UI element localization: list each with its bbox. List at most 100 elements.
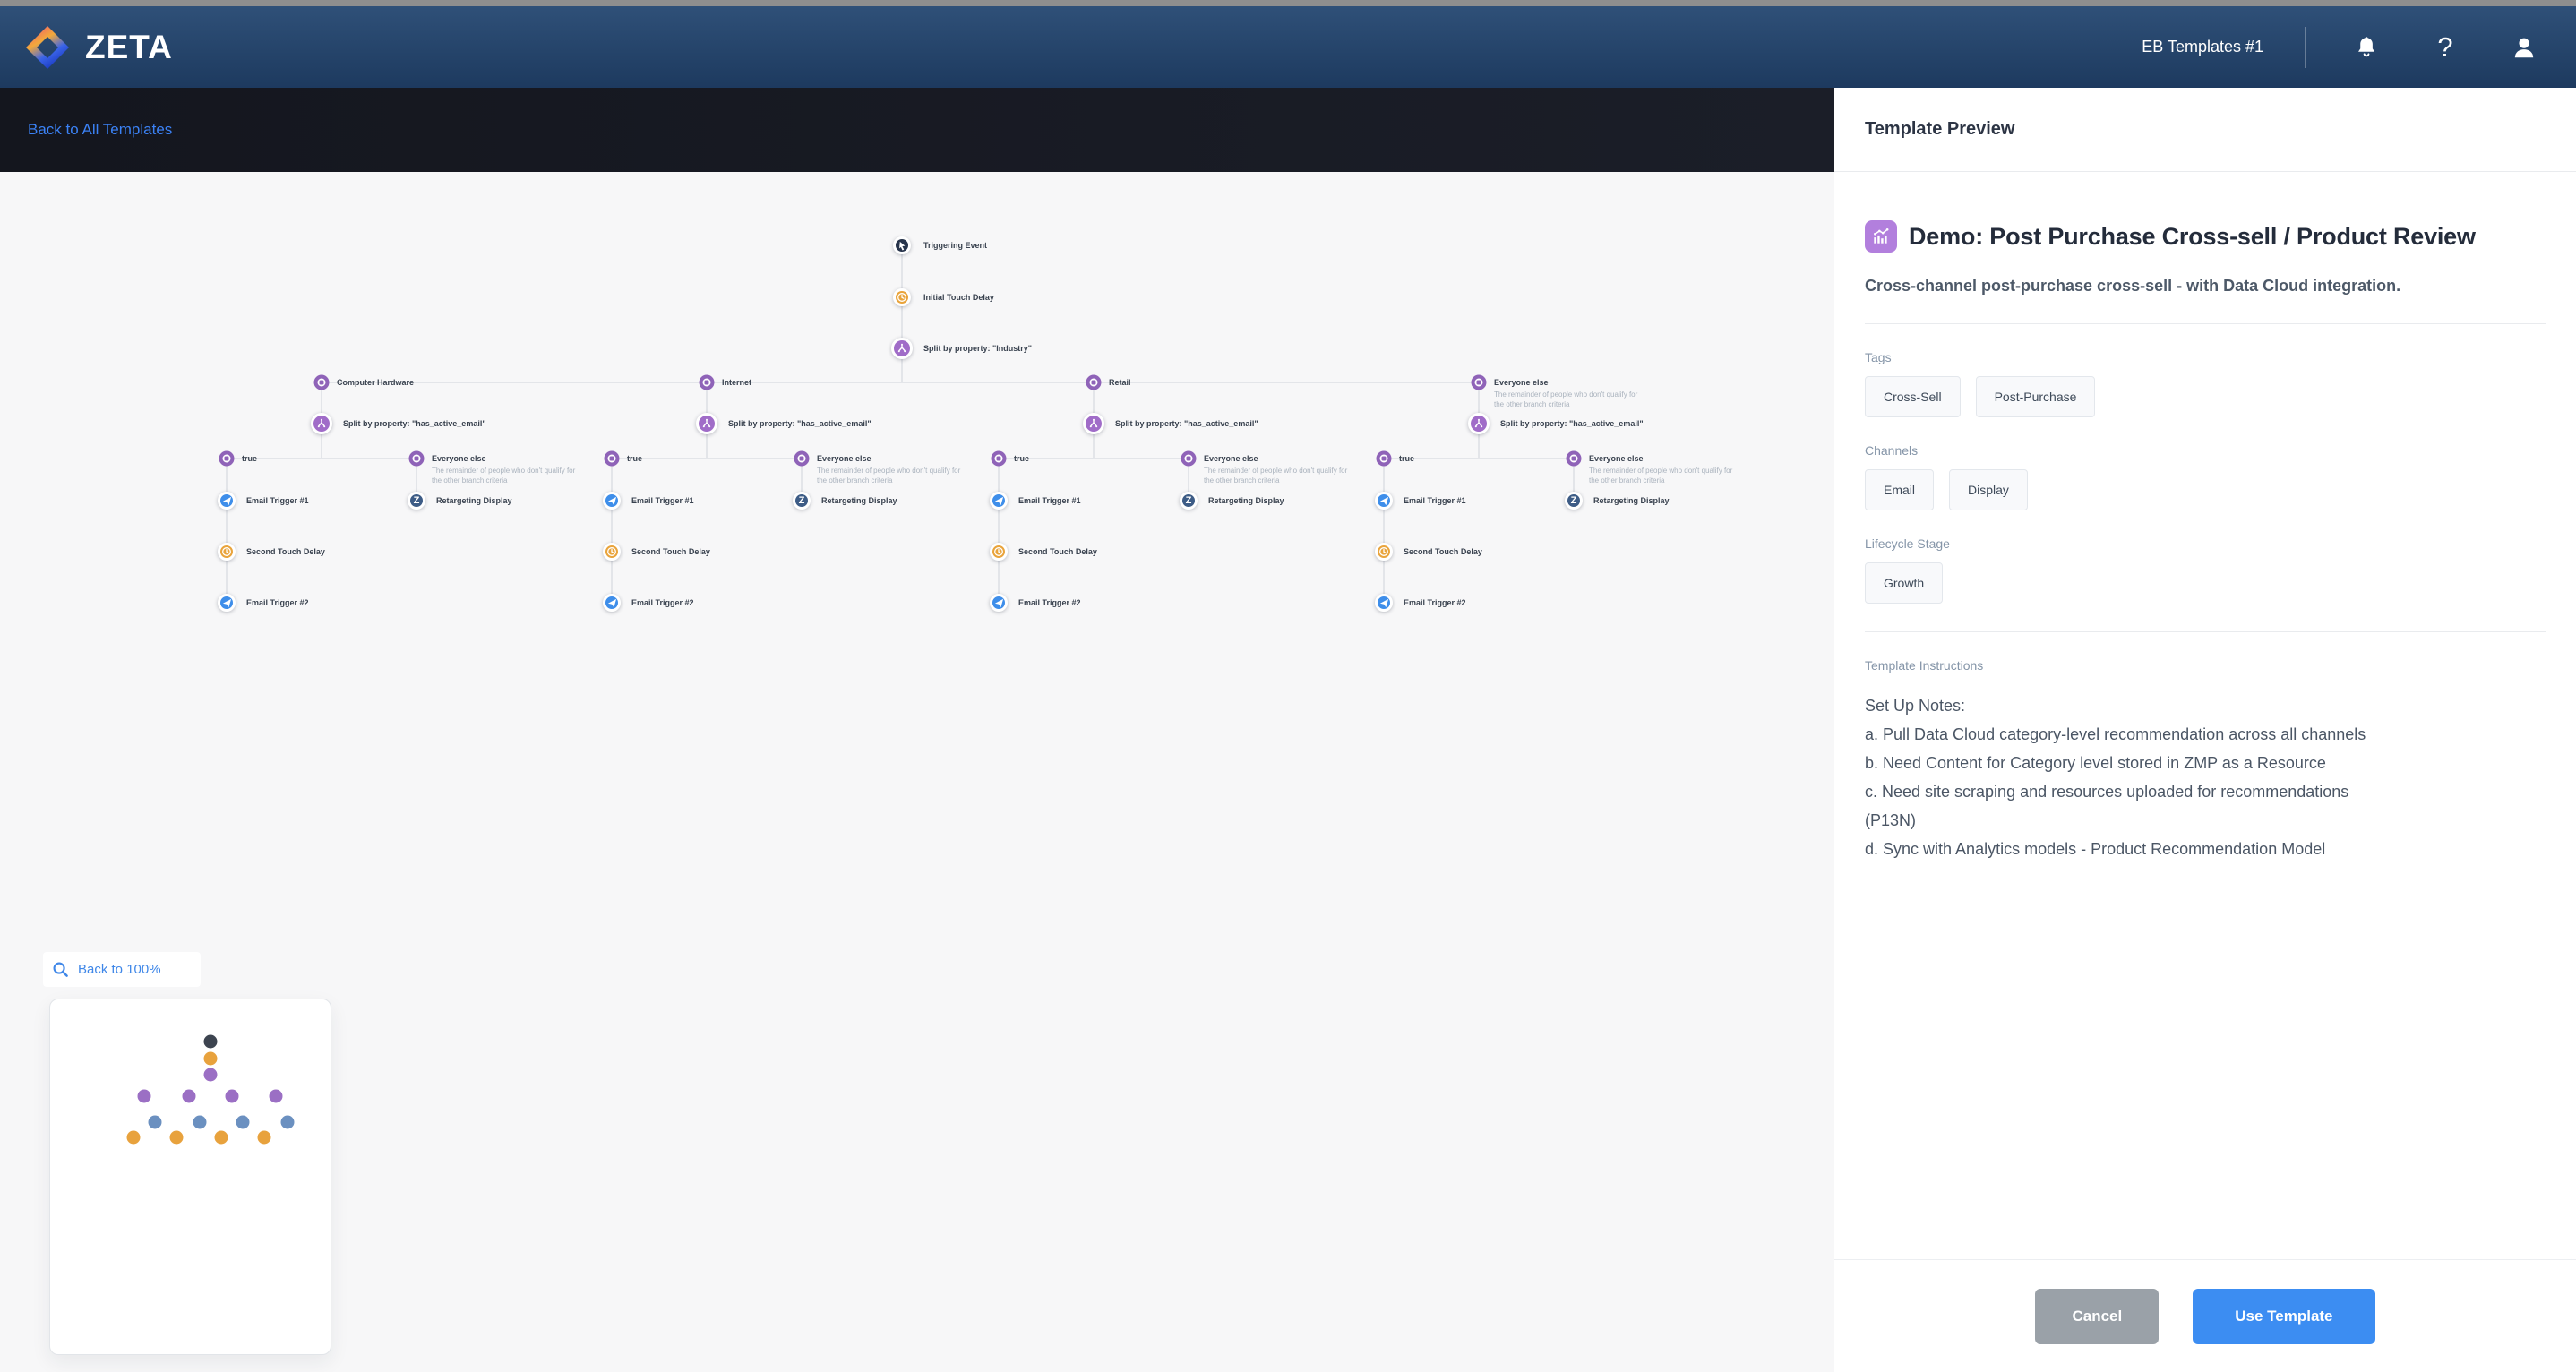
minimap-node-dot [137,1089,151,1103]
flow-node-split-by-property-industry-label: Split by property: "Industry" [923,344,1033,353]
flow-node-retargeting-display: Z [1180,492,1198,510]
zeta-brand[interactable]: ZETA [24,24,173,71]
flow-node-split-has-active-email-label: Split by property: "has_active_email" [1115,419,1258,428]
flow-node-second-touch-delay [603,543,621,561]
cancel-button[interactable]: Cancel [2035,1288,2160,1344]
brand-wordmark: ZETA [85,28,173,65]
minimap-node-dot [193,1115,207,1129]
lifecycle-section-label: Lifecycle Stage [1865,536,1950,551]
branch-computer-hardware-label: Computer Hardware [337,378,415,387]
flow-node-email-trigger-1-label: Email Trigger #1 [1018,496,1081,505]
flow-node-email-trigger-1-label: Email Trigger #1 [246,496,309,505]
flow-node-second-touch-delay [990,543,1008,561]
flow-node-split-by-property-industry [891,338,913,359]
zeta-logo-icon [26,25,69,69]
help-icon[interactable]: ? [2437,31,2453,63]
flow-node-email-trigger-2 [603,594,621,612]
flow-node-email-trigger-2-label: Email Trigger #2 [1018,598,1081,607]
minimap-node-dot [280,1115,295,1129]
flow-node-email-trigger-1 [1375,492,1393,510]
flow-node-second-touch-delay-label: Second Touch Delay [631,547,710,556]
divider [1865,323,2546,324]
divider [1865,631,2546,632]
journey-flow-diagram: Triggering Event Initial Touch Delay Split… [0,172,1834,1372]
branch-everyone-else-label: Everyone else The remainder of people who… [1494,378,1638,408]
journey-canvas[interactable]: Triggering Event Initial Touch Delay Split… [0,172,1834,1372]
journey-minimap[interactable] [49,999,331,1355]
minimap-node-dot [148,1115,162,1129]
flow-node-email-trigger-1 [603,492,621,510]
account-icon[interactable] [2510,33,2538,62]
flow-node-email-trigger-2 [990,594,1008,612]
notifications-bell-icon[interactable] [2352,33,2381,62]
minimap-node-dot [269,1089,283,1103]
path-true-badge [1376,450,1392,467]
path-everyone-else-label: Everyone else The remainder of people who… [1589,454,1733,484]
minimap-node-dot [126,1130,141,1145]
branch-retail-label: Retail [1109,378,1131,387]
branch-internet-badge [699,374,715,390]
navbar-right-group: EB Templates #1 ? [2142,26,2576,68]
flow-node-email-trigger-2-label: Email Trigger #2 [1404,598,1466,607]
tags-chip-row: Cross-Sell Post-Purchase [1865,376,2546,417]
tags-chip: Post-Purchase [1975,376,2096,417]
use-template-button[interactable]: Use Template [2193,1288,2375,1344]
template-description: Cross-channel post-purchase cross-sell -… [1865,277,2401,295]
template-instructions-text: Set Up Notes: a. Pull Data Cloud categor… [1865,697,2366,858]
minimap-node-dot [203,1051,218,1066]
panel-body: Demo: Post Purchase Cross-sell / Product… [1834,220,2576,863]
branch-everyone-else-badge [1471,374,1487,390]
flow-node-split-has-active-email [311,413,332,434]
channels-chip: Display [1949,469,2028,510]
tags-chip: Cross-Sell [1865,376,1961,417]
template-title-row: Demo: Post Purchase Cross-sell / Product… [1865,220,2546,253]
magnifier-icon [53,962,68,977]
flow-node-email-trigger-2-label: Email Trigger #2 [246,598,309,607]
channels-chip: Email [1865,469,1935,510]
flow-node-retargeting-display-label: Retargeting Display [436,496,512,505]
minimap-node-dot [236,1115,250,1129]
channels-section-label: Channels [1865,443,1919,458]
instructions-section-label: Template Instructions [1865,658,1984,673]
panel-title: Template Preview [1834,88,2576,172]
top-navbar: ZETA EB Templates #1 ? [0,6,2576,88]
path-everyone-else-label: Everyone else The remainder of people who… [817,454,961,484]
branch-retail-badge [1086,374,1102,390]
flow-node-split-has-active-email-label: Split by property: "has_active_email" [1500,419,1644,428]
minimap-node-dot [203,1034,218,1049]
branch-internet-label: Internet [722,378,752,387]
path-everyone-else-badge [794,450,810,467]
workspace-name[interactable]: EB Templates #1 [2142,38,2263,56]
path-everyone-else-badge [408,450,425,467]
panel-footer: Cancel Use Template [1834,1259,2576,1372]
path-true-badge [604,450,620,467]
minimap-node-dot [225,1089,239,1103]
path-true-label: true [627,454,643,463]
tags-section-label: Tags [1865,350,1892,364]
flow-node-split-has-active-email-label: Split by property: "has_active_email" [343,419,486,428]
channels-chip-row: Email Display [1865,469,2546,510]
flow-node-second-touch-delay-label: Second Touch Delay [1404,547,1482,556]
path-everyone-else-badge [1566,450,1582,467]
path-everyone-else-label: Everyone else The remainder of people who… [1204,454,1348,484]
flow-node-split-has-active-email [696,413,717,434]
flow-node-email-trigger-2 [218,594,236,612]
screen-top-strip [0,0,2576,6]
minimap-node-dot [182,1089,196,1103]
flow-node-split-has-active-email-label: Split by property: "has_active_email" [728,419,872,428]
path-true-label: true [1014,454,1030,463]
flow-node-initial-touch-delay-label: Initial Touch Delay [923,293,994,302]
navbar-divider [2305,26,2306,68]
back-to-100-zoom-button[interactable]: Back to 100% [43,952,201,987]
flow-node-initial-touch-delay [893,288,911,306]
flow-node-second-touch-delay [218,543,236,561]
path-everyone-else-label: Everyone else The remainder of people who… [432,454,576,484]
template-name: Demo: Post Purchase Cross-sell / Product… [1909,222,2476,250]
flow-node-retargeting-display: Z [793,492,811,510]
path-true-badge [219,450,235,467]
flow-node-retargeting-display-label: Retargeting Display [1593,496,1670,505]
flow-node-second-touch-delay-label: Second Touch Delay [246,547,325,556]
back-to-all-templates-link[interactable]: Back to All Templates [28,121,173,138]
template-chart-icon [1865,220,1897,253]
